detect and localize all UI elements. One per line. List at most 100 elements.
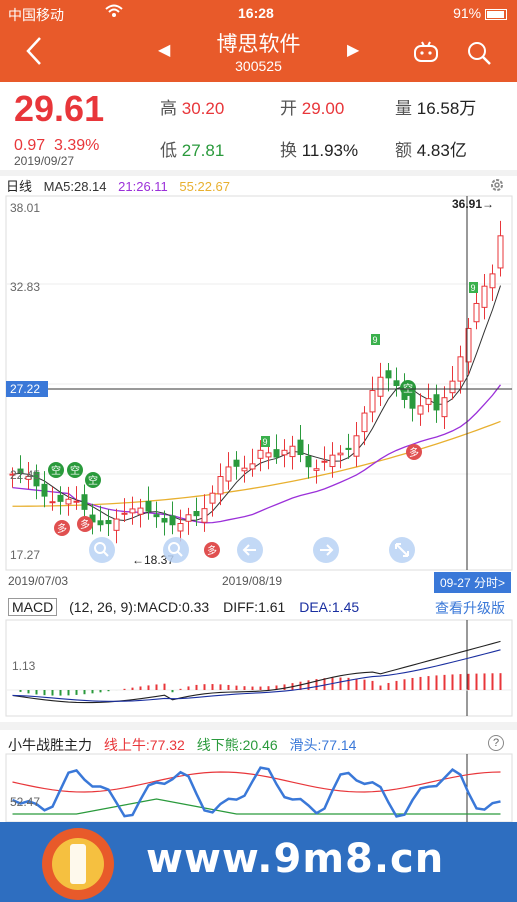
upgrade-link[interactable]: 查看升级版: [435, 600, 505, 616]
signal-kong-badge: 空: [400, 380, 416, 396]
carrier-label: 中国移动: [8, 7, 64, 23]
macd-axis-value: 1.13: [12, 659, 36, 673]
low-label: 低: [160, 141, 177, 160]
crosshair-price-box: [6, 381, 48, 397]
bull-indicator-name[interactable]: 小牛战胜主力: [8, 737, 92, 753]
volume-value: 16.58万: [416, 99, 477, 118]
volume-label: 量: [395, 99, 412, 118]
status-bar: 中国移动 16:28 91%: [0, 0, 517, 26]
bull-slide-line: [11, 766, 501, 818]
signals: 空空空多 多多多空999: [48, 282, 478, 558]
robot-assistant-icon[interactable]: [412, 40, 440, 64]
nine-turn-label: 9: [372, 335, 377, 345]
scroll-left-icon[interactable]: [237, 537, 263, 563]
high-item: 高 30.20: [160, 94, 224, 119]
svg-text:多: 多: [409, 446, 419, 459]
svg-text:空: 空: [51, 464, 61, 477]
divider: [0, 722, 517, 730]
macd-dea: DEA:1.45: [299, 599, 360, 615]
divider: [0, 170, 517, 176]
dea-line: [12, 649, 501, 702]
volume-item: 量 16.58万: [395, 94, 476, 119]
battery-label: 91%: [453, 5, 507, 21]
signal-kong-badge: 空: [48, 462, 64, 478]
next-stock-icon[interactable]: ▶: [347, 42, 360, 59]
chart-grid: [6, 283, 512, 475]
fullscreen-icon[interactable]: [389, 537, 415, 563]
open-value: 29.00: [301, 99, 345, 118]
zoom-in-icon[interactable]: [89, 537, 115, 563]
app-header: 中国移动 16:28 91% ◀ 博思软件 300525 ▶: [0, 0, 517, 82]
signal-kong-badge: 空: [85, 472, 101, 488]
svg-text:多: 多: [80, 518, 90, 531]
stock-name: 博思软件: [216, 33, 301, 56]
high-label: 高: [160, 99, 177, 118]
nine-turn-label: 9: [262, 437, 267, 447]
battery-icon: [485, 8, 507, 20]
ma21-line: [12, 384, 502, 524]
intraday-button[interactable]: 09-27 分时>: [433, 572, 511, 593]
signal-duo-badge: 多: [77, 516, 93, 532]
nine-turn-marker: [261, 436, 270, 447]
bull-axis-value: 52.47: [10, 795, 40, 809]
candles: [9, 220, 504, 544]
bull-down-value: 线下熊:20.46: [196, 737, 278, 753]
macd-histogram: [19, 673, 502, 696]
bull-header: 小牛战胜主力 线上牛:77.32 线下熊:20.46 滑头:77.14: [8, 735, 364, 755]
svg-text:空: 空: [88, 474, 98, 487]
bull-up-value: 线上牛:77.32: [103, 737, 185, 753]
ma55-value: 55:22.67: [179, 179, 231, 194]
open-label: 开: [280, 99, 297, 118]
quote-date: 2019/09/27: [14, 154, 75, 168]
scroll-right-icon[interactable]: [313, 537, 339, 563]
stock-code: 300525: [235, 58, 282, 74]
back-arrow-icon[interactable]: [22, 36, 46, 66]
svg-text:多: 多: [57, 522, 67, 535]
battery-percent: 91%: [453, 5, 482, 21]
ma-legend: 日线 MA5:28.14 21:26.11 55:22.67: [6, 176, 238, 194]
price-change: 0.97 3.39%: [14, 137, 99, 155]
diff-line: [12, 640, 501, 704]
change-percent: 3.39%: [54, 137, 100, 154]
turnover-label: 换: [280, 141, 297, 160]
date-axis: 2019/07/03 2019/08/19 09-27 分时>: [0, 572, 517, 593]
watermark-url: www.9m8.cn: [146, 836, 445, 882]
macd-selector[interactable]: MACD: [8, 598, 58, 616]
quote-panel: 29.61 0.97 3.39% 2019/09/27 高 30.20 开 29…: [0, 82, 517, 170]
high-value: 30.20: [181, 99, 225, 118]
macd-diff: DIFF:1.61: [223, 599, 286, 615]
chart-frame: [5, 195, 513, 571]
low-item: 低 27.81: [160, 136, 224, 161]
max-price-label: 36.91→: [452, 197, 494, 211]
bull-down-line: [12, 798, 501, 815]
min-price-label: ←18.37: [132, 553, 174, 567]
ma5-line: [12, 285, 501, 522]
open-item: 开 29.00: [280, 94, 344, 119]
zoom-out-icon[interactable]: [163, 537, 189, 563]
signal-duo-badge: 多: [204, 542, 220, 558]
turnover-value: 11.93%: [301, 141, 359, 160]
signal-duo-badge: 多: [54, 520, 70, 536]
status-time: 16:28: [238, 5, 274, 21]
watermark-logo: [42, 828, 114, 900]
low-value: 27.81: [181, 141, 225, 160]
help-icon[interactable]: ?: [488, 735, 504, 751]
change-value: 0.97: [14, 137, 46, 154]
wifi-icon: [105, 4, 123, 17]
nine-turn-marker: [469, 282, 478, 293]
previous-stock-icon[interactable]: ◀: [158, 42, 171, 59]
turnover-item: 换 11.93%: [280, 136, 358, 161]
svg-text:空: 空: [70, 464, 80, 477]
search-icon[interactable]: [466, 40, 492, 66]
y-tick-bottom: 17.27: [10, 548, 40, 562]
bull-slide-value: 滑头:77.14: [289, 737, 357, 753]
date-mid: 2019/08/19: [222, 574, 283, 588]
amount-label: 额: [395, 141, 412, 160]
signal-kong-badge: 空: [67, 462, 83, 478]
last-price: 29.61: [14, 88, 105, 129]
period-label[interactable]: 日线: [6, 179, 33, 194]
macd-header: MACD (12, 26, 9):MACD:0.33 DIFF:1.61 DEA…: [8, 598, 511, 616]
nine-turn-marker: [371, 334, 380, 345]
gear-icon[interactable]: [488, 176, 506, 194]
